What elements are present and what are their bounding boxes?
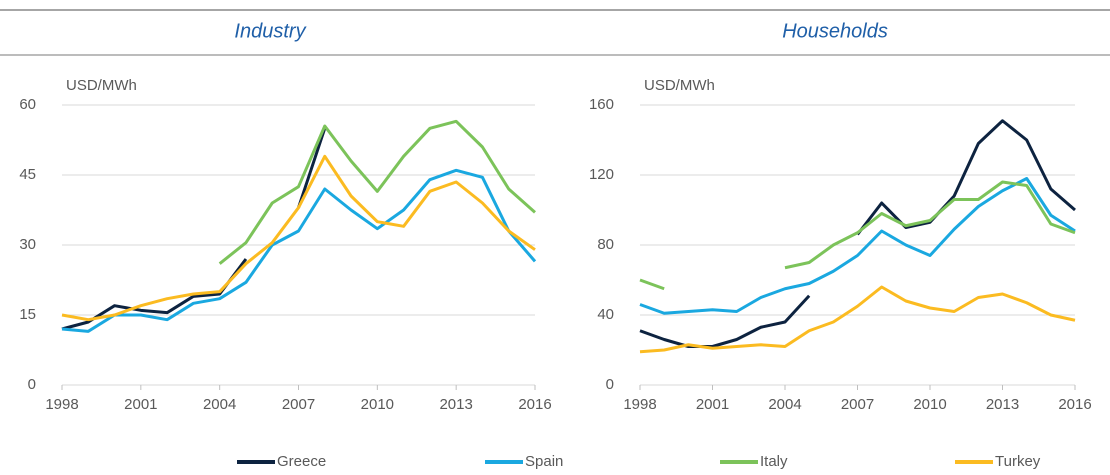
series-line xyxy=(639,180,1076,291)
series-line xyxy=(639,119,1076,348)
y-tick-label: 45 xyxy=(19,166,36,183)
series-line xyxy=(218,119,536,265)
y-tick-label: 40 xyxy=(597,306,614,323)
x-tick-label: 2001 xyxy=(696,396,729,413)
x-tick-label: 2004 xyxy=(768,396,801,413)
y-tick-label: 60 xyxy=(19,96,36,113)
y-tick-label: 15 xyxy=(19,306,36,323)
series-line xyxy=(61,168,537,333)
x-tick-label: 2004 xyxy=(203,396,236,413)
legend-label: Spain xyxy=(525,453,563,470)
x-tick-label: 2010 xyxy=(913,396,946,413)
y-axis-label: USD/MWh xyxy=(66,77,137,94)
x-tick-label: 2013 xyxy=(439,396,472,413)
x-tick-label: 2007 xyxy=(841,396,874,413)
y-axis-label: USD/MWh xyxy=(644,77,715,94)
chart-title: Industry xyxy=(234,20,306,42)
y-tick-label: 0 xyxy=(606,376,614,393)
chart-title: Households xyxy=(782,20,888,42)
series-line xyxy=(61,154,536,322)
y-tick-label: 80 xyxy=(597,236,614,253)
series-line xyxy=(639,177,1076,315)
y-tick-label: 120 xyxy=(589,166,614,183)
y-tick-label: 30 xyxy=(19,236,36,253)
x-tick-label: 2010 xyxy=(361,396,394,413)
x-tick-label: 2001 xyxy=(124,396,157,413)
y-tick-label: 0 xyxy=(28,376,36,393)
series-line xyxy=(61,127,327,331)
x-tick-label: 2016 xyxy=(518,396,551,413)
x-tick-label: 2013 xyxy=(986,396,1019,413)
legend-label: Italy xyxy=(760,453,788,470)
y-tick-label: 160 xyxy=(589,96,614,113)
x-tick-label: 1998 xyxy=(45,396,78,413)
x-tick-label: 2016 xyxy=(1058,396,1091,413)
x-tick-label: 2007 xyxy=(282,396,315,413)
legend-label: Greece xyxy=(277,453,326,470)
series-line xyxy=(639,285,1076,354)
legend-label: Turkey xyxy=(995,453,1041,470)
x-tick-label: 1998 xyxy=(623,396,656,413)
